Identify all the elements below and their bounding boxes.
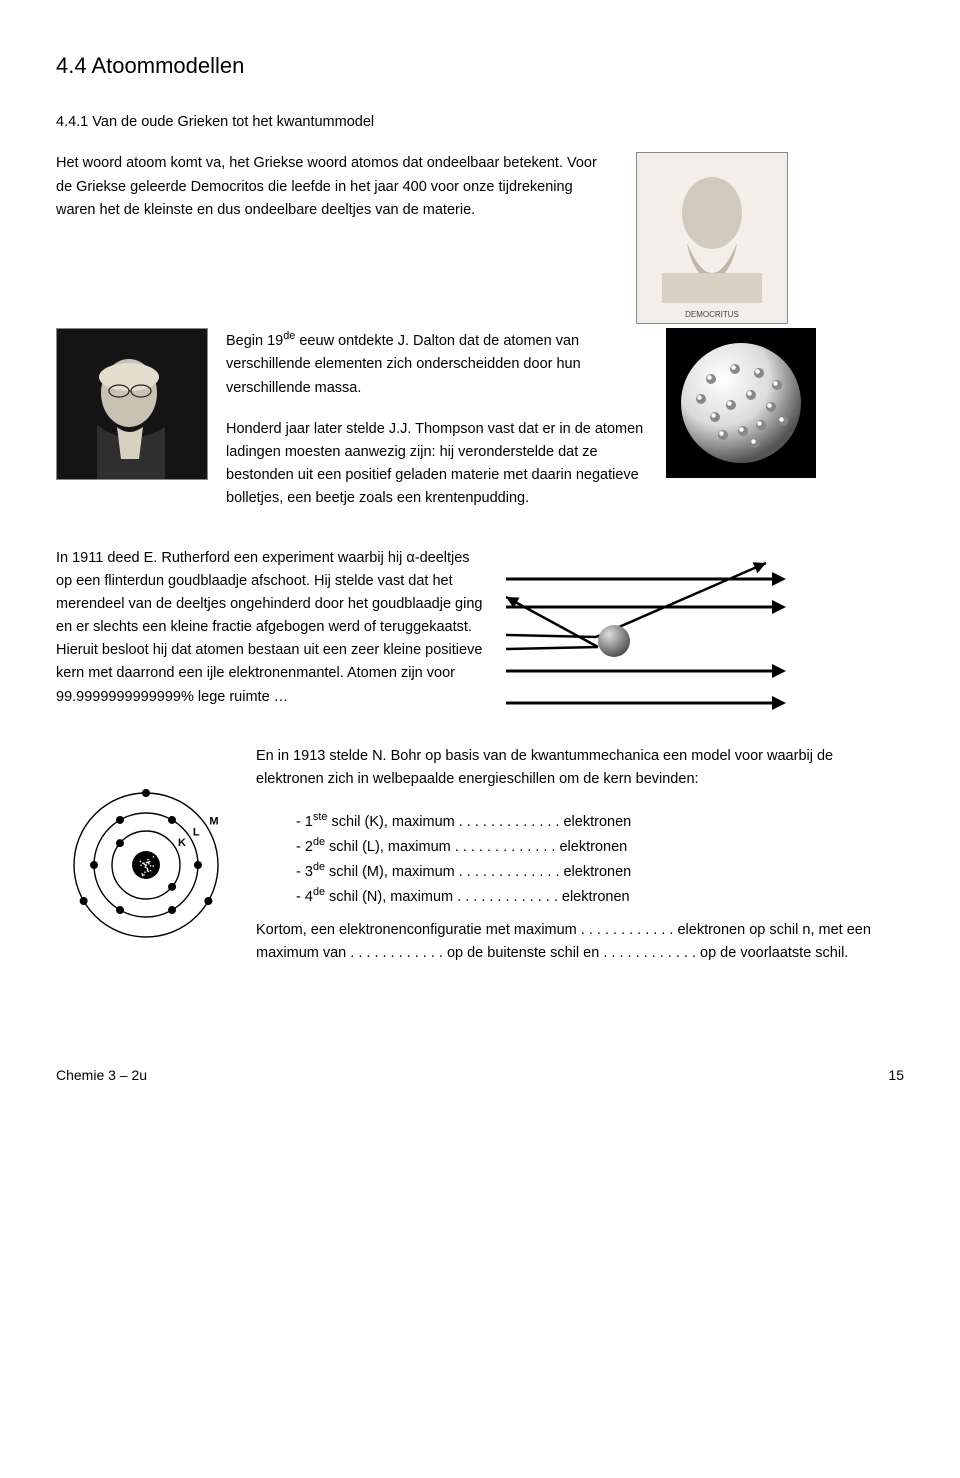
shell-list-item: 2de schil (L), maximum . . . . . . . . .… — [296, 834, 904, 859]
config-paragraph: Kortom, een elektronenconfiguratie met m… — [256, 919, 904, 965]
democritos-caption: DEMOCRITUS — [685, 310, 739, 319]
rutherford-row: In 1911 deed E. Rutherford een experimen… — [56, 547, 904, 727]
rutherford-paragraph: In 1911 deed E. Rutherford een experimen… — [56, 547, 486, 709]
rutherford-diagram — [506, 553, 786, 723]
svg-text:K: K — [178, 837, 186, 849]
bohr-paragraph: En in 1913 stelde N. Bohr op basis van d… — [256, 745, 904, 791]
dalton-row: Begin 19de eeuw ontdekte J. Dalton dat d… — [56, 328, 904, 528]
intro-paragraph: Het woord atoom komt va, het Griekse woo… — [56, 152, 616, 222]
heading: 4.4 Atoommodellen — [56, 48, 904, 83]
bohr-row: KLM En in 1913 stelde N. Bohr op basis v… — [56, 745, 904, 984]
shell-list-item: 1ste schil (K), maximum . . . . . . . . … — [296, 809, 904, 834]
thomson-model-image — [666, 328, 816, 478]
democritos-image: DEMOCRITUS — [636, 152, 788, 324]
shell-list: 1ste schil (K), maximum . . . . . . . . … — [296, 809, 904, 909]
shell-list-item: 3de schil (M), maximum . . . . . . . . .… — [296, 859, 904, 884]
footer-page: 15 — [888, 1064, 904, 1086]
dalton-paragraph: Begin 19de eeuw ontdekte J. Dalton dat d… — [226, 328, 646, 399]
footer-left: Chemie 3 – 2u — [56, 1064, 147, 1086]
bohr-diagram: KLM — [56, 745, 236, 955]
subheading: 4.4.1 Van de oude Grieken tot het kwantu… — [56, 111, 904, 134]
svg-text:M: M — [209, 815, 218, 827]
dalton-image — [56, 328, 208, 480]
svg-text:L: L — [193, 826, 200, 838]
intro-row: Het woord atoom komt va, het Griekse woo… — [56, 152, 904, 324]
thomson-paragraph: Honderd jaar later stelde J.J. Thompson … — [226, 418, 646, 511]
shell-list-item: 4de schil (N), maximum . . . . . . . . .… — [296, 884, 904, 909]
page-footer: Chemie 3 – 2u 15 — [56, 1064, 904, 1086]
